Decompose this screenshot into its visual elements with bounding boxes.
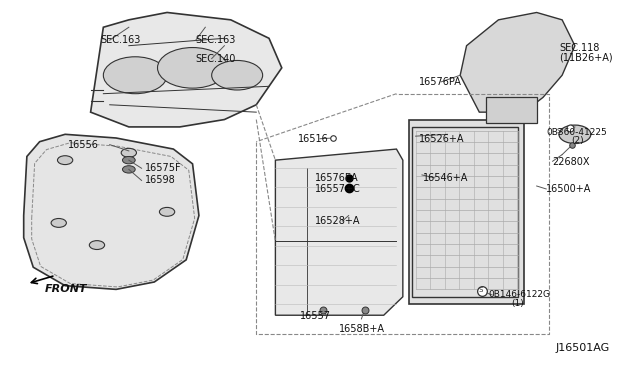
Circle shape [51,218,67,227]
Polygon shape [409,119,524,304]
Text: S: S [557,128,561,134]
Circle shape [159,208,175,216]
Text: 1658B+A: 1658B+A [339,324,385,334]
Text: J16501AG: J16501AG [556,343,610,353]
Text: 16526+A: 16526+A [419,134,464,144]
Circle shape [559,125,591,144]
Text: 22680X: 22680X [552,157,590,167]
Circle shape [157,48,228,88]
Text: 16500+A: 16500+A [546,184,591,194]
Text: 16576EA: 16576EA [315,173,358,183]
Text: 0B360-41225: 0B360-41225 [546,128,607,137]
Text: (1): (1) [511,299,524,308]
Circle shape [58,156,73,164]
FancyBboxPatch shape [486,97,537,123]
Text: 16546+A: 16546+A [423,173,468,183]
Text: SEC.118: SEC.118 [559,42,599,52]
Polygon shape [460,13,575,112]
Text: 16557+C: 16557+C [315,184,361,194]
Text: 16576PA: 16576PA [419,77,461,87]
Text: 16575F: 16575F [145,163,181,173]
Text: 0B146-6122G: 0B146-6122G [489,291,551,299]
Text: SEC.163: SEC.163 [196,35,236,45]
Polygon shape [24,134,199,289]
Text: FRONT: FRONT [45,283,87,294]
Text: 16556: 16556 [68,140,99,150]
Text: 16557: 16557 [300,311,331,321]
Text: (11B26+A): (11B26+A) [559,52,612,62]
Circle shape [121,148,136,157]
Circle shape [212,61,262,90]
Circle shape [122,157,135,164]
Circle shape [122,166,135,173]
Text: S: S [478,288,483,294]
Polygon shape [91,13,282,127]
Polygon shape [275,149,403,315]
Circle shape [103,57,167,94]
Text: 16528+A: 16528+A [315,216,360,226]
Text: SEC.140: SEC.140 [196,54,236,64]
Text: SEC.163: SEC.163 [100,35,141,45]
Text: 16516: 16516 [298,134,328,144]
Text: (2): (2) [572,137,584,145]
Circle shape [90,241,104,250]
Text: 16598: 16598 [145,176,175,186]
